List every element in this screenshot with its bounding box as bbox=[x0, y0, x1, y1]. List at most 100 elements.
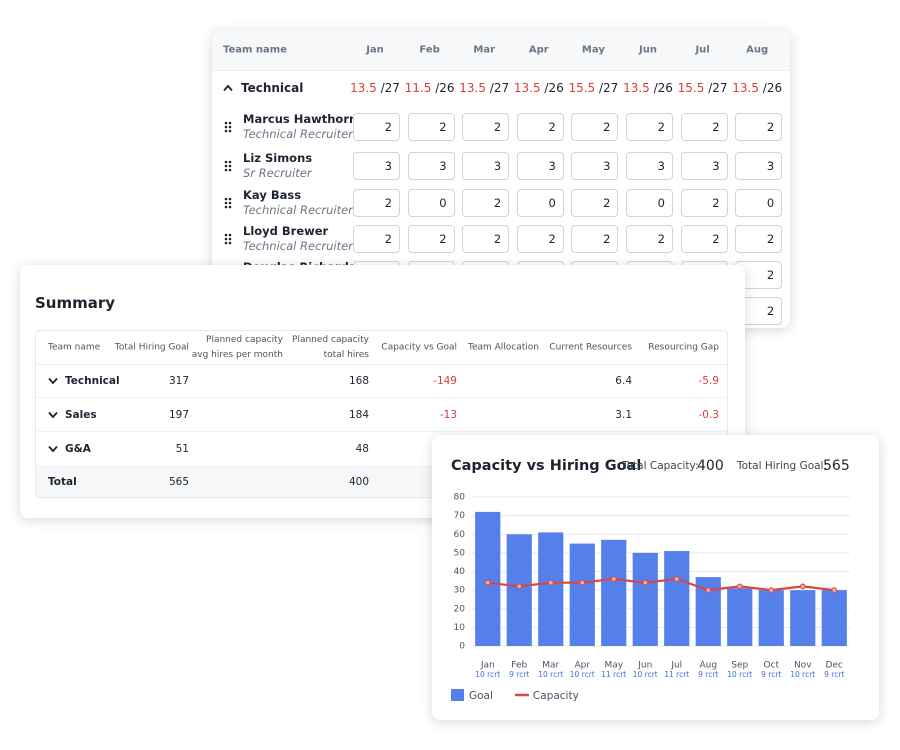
hires-input[interactable]: 0 bbox=[626, 189, 673, 217]
cell-value: -5.9 bbox=[698, 375, 720, 387]
goal-total: /26 bbox=[435, 81, 455, 95]
hires-input[interactable]: 3 bbox=[735, 152, 783, 180]
bar bbox=[601, 539, 627, 646]
cell-value: 400 bbox=[348, 476, 369, 488]
hires-input[interactable]: 0 bbox=[407, 189, 455, 217]
hires-input[interactable]: 2 bbox=[626, 113, 673, 141]
hires-input[interactable]: 2 bbox=[680, 189, 728, 217]
cell-value: 197 bbox=[168, 409, 189, 421]
cell-value: 51 bbox=[175, 443, 189, 455]
y-tick-label: 80 bbox=[454, 493, 466, 503]
hires-input[interactable]: 2 bbox=[571, 225, 619, 253]
drag-handle[interactable] bbox=[224, 197, 232, 209]
hires-input[interactable]: 0 bbox=[516, 189, 564, 217]
input-value: 2 bbox=[712, 232, 720, 246]
hires-input[interactable]: 3 bbox=[680, 152, 728, 180]
point bbox=[610, 576, 617, 582]
hires-input[interactable]: 2 bbox=[462, 225, 510, 253]
hires-input[interactable]: 2 bbox=[516, 113, 564, 141]
drag-dot bbox=[224, 164, 228, 168]
column-header: Team name bbox=[223, 44, 287, 56]
goal-total: /26 bbox=[762, 81, 783, 95]
hires-input[interactable]: 2 bbox=[353, 225, 400, 253]
input-value: 2 bbox=[384, 196, 392, 210]
hires-input[interactable]: 2 bbox=[571, 189, 619, 217]
hires-input[interactable]: 3 bbox=[626, 152, 673, 180]
hires-input[interactable]: 2 bbox=[735, 225, 783, 253]
column-header: Jul bbox=[695, 44, 710, 56]
column-header: Mar bbox=[473, 44, 496, 56]
chevron[interactable] bbox=[223, 84, 233, 92]
input-value: 3 bbox=[657, 159, 665, 173]
hires-input[interactable]: 2 bbox=[735, 113, 783, 141]
bar bbox=[727, 588, 753, 646]
member-name: Kay Bass bbox=[243, 188, 302, 202]
x-tick-label: Dec bbox=[826, 661, 843, 671]
chevron[interactable] bbox=[48, 445, 58, 453]
bar bbox=[632, 552, 658, 646]
input-value: 0 bbox=[766, 196, 775, 210]
drag-handle[interactable] bbox=[224, 121, 232, 133]
input-value: 2 bbox=[439, 232, 447, 246]
input-value: 0 bbox=[548, 196, 556, 210]
drag-dot bbox=[224, 201, 228, 205]
drag-dot bbox=[228, 168, 232, 172]
row-rule bbox=[36, 397, 727, 398]
x-sublabel: 10 rcrt bbox=[633, 670, 658, 679]
hires-input[interactable]: 2 bbox=[571, 113, 619, 141]
hires-input[interactable]: 2 bbox=[407, 225, 455, 253]
hires-input[interactable]: 2 bbox=[516, 225, 564, 253]
hires-input[interactable]: 2 bbox=[407, 113, 455, 141]
drag-dot bbox=[224, 237, 228, 241]
column-header: Capacity vs Goal bbox=[381, 341, 457, 356]
input-value: 3 bbox=[439, 159, 447, 173]
hires-input[interactable]: 2 bbox=[353, 189, 400, 217]
chevron[interactable] bbox=[48, 377, 58, 385]
hires-input[interactable]: 3 bbox=[571, 152, 619, 180]
cell-value: 48 bbox=[355, 443, 369, 455]
header-rule bbox=[36, 364, 727, 365]
drag-dot bbox=[224, 160, 228, 164]
hires-input[interactable]: 2 bbox=[462, 113, 510, 141]
hires-input[interactable]: 2 bbox=[680, 225, 728, 253]
stat-label: Total Capacity: bbox=[621, 460, 699, 472]
input-value: 2 bbox=[766, 304, 775, 318]
chevron[interactable] bbox=[48, 411, 58, 419]
x-sublabel: 9 rcrt bbox=[761, 670, 781, 679]
stat-value: 565 bbox=[823, 458, 850, 474]
input-value: 3 bbox=[766, 159, 775, 173]
drag-handle[interactable] bbox=[224, 160, 232, 172]
cell-value: 317 bbox=[168, 375, 189, 387]
header-line: Planned capacity bbox=[206, 335, 283, 345]
bar bbox=[538, 532, 564, 646]
drag-dot bbox=[224, 125, 228, 129]
goal-total: /26 bbox=[544, 81, 564, 95]
hires-input[interactable]: 3 bbox=[462, 152, 510, 180]
bar bbox=[475, 511, 501, 646]
drag-handle[interactable] bbox=[224, 233, 232, 245]
hires-input[interactable]: 3 bbox=[516, 152, 564, 180]
column-header: Resourcing Gap bbox=[648, 341, 719, 356]
input-value: 2 bbox=[384, 120, 392, 134]
input-value: 3 bbox=[493, 159, 502, 173]
cell-value: 168 bbox=[348, 375, 369, 387]
input-value: 2 bbox=[548, 232, 556, 246]
legend-item[interactable]: Goal bbox=[451, 689, 493, 702]
hires-input[interactable]: 2 bbox=[680, 113, 728, 141]
x-sublabel: 10 rcrt bbox=[570, 670, 595, 679]
cell-value: -149 bbox=[433, 375, 457, 387]
hires-input[interactable]: 0 bbox=[735, 189, 783, 217]
planned-capacity: 13.5 bbox=[350, 81, 377, 95]
input-value: 3 bbox=[712, 159, 720, 173]
hires-input[interactable]: 2 bbox=[626, 225, 673, 253]
y-tick-label: 0 bbox=[459, 642, 465, 652]
hires-input[interactable]: 2 bbox=[353, 113, 400, 141]
team-name: G&A bbox=[65, 443, 91, 455]
legend-item[interactable]: Capacity bbox=[514, 690, 579, 702]
hires-input[interactable]: 3 bbox=[407, 152, 455, 180]
hires-input[interactable]: 3 bbox=[353, 152, 400, 180]
hires-input[interactable]: 2 bbox=[462, 189, 510, 217]
header-line: total hires bbox=[323, 350, 369, 360]
x-sublabel: 10 rcrt bbox=[727, 670, 752, 679]
